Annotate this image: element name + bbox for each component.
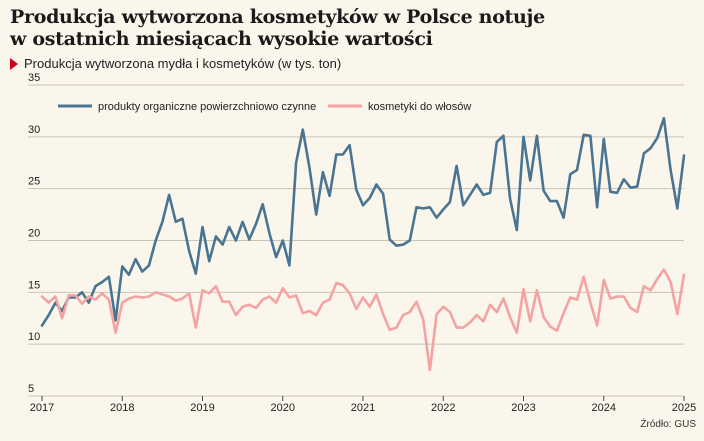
chart-title-line1: Produkcja wytworzona kosmetyków w Polsce… — [10, 6, 545, 28]
x-tick-label-2019: 2019 — [190, 402, 214, 414]
chart-subtitle-text: Produkcja wytworzona mydła i kosmetyków … — [24, 56, 342, 71]
y-tick-label-35: 35 — [28, 72, 40, 84]
x-tick-label-2017: 2017 — [30, 402, 54, 414]
chart-title-line2: w ostatnich miesiącach wysokie wartości — [10, 28, 433, 50]
x-tick-label-2021: 2021 — [351, 402, 375, 414]
x-tick-label-2018: 2018 — [110, 402, 134, 414]
y-tick-label-20: 20 — [28, 228, 40, 240]
chart-title: Produkcja wytworzona kosmetyków w Polsce… — [10, 6, 700, 50]
x-tick-label-2023: 2023 — [511, 402, 535, 414]
chart-subtitle: Produkcja wytworzona mydła i kosmetyków … — [10, 56, 341, 71]
red-triangle-icon — [10, 57, 18, 70]
series-line-1 — [40, 116, 686, 327]
source-note: Źródło: GUS — [640, 419, 696, 430]
x-tick-label-2022: 2022 — [431, 402, 455, 414]
y-tick-label-30: 30 — [28, 124, 40, 136]
x-tick-label-2024: 2024 — [592, 402, 616, 414]
y-tick-label-25: 25 — [28, 176, 40, 188]
y-tick-label-10: 10 — [28, 331, 40, 343]
x-tick-label-2025: 2025 — [672, 402, 696, 414]
y-tick-label-5: 5 — [28, 383, 34, 395]
x-tick-label-2020: 2020 — [271, 402, 295, 414]
legend-label-2: kosmetyki do włosów — [368, 101, 471, 113]
y-tick-label-15: 15 — [28, 279, 40, 291]
series-line-2 — [40, 268, 686, 372]
legend-label-1: produkty organiczne powierzchniowo czynn… — [98, 101, 316, 113]
